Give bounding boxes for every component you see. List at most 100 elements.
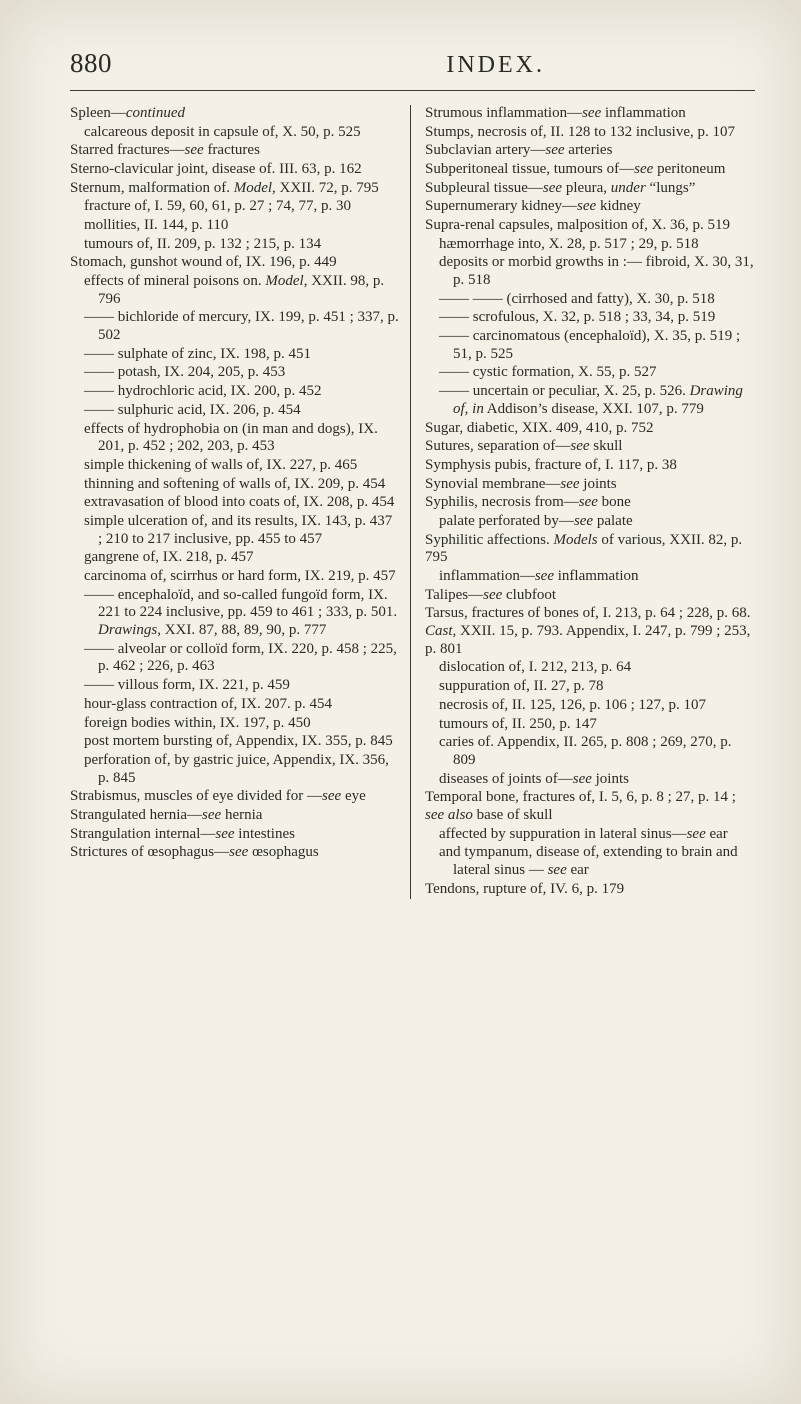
entry-text: clubfoot <box>502 587 556 603</box>
entry-text: effects of hydrophobia on (in man and do… <box>84 421 378 455</box>
index-entry: Supra-renal capsules, malposition of, X.… <box>425 217 755 235</box>
index-entry: —— alveolar or colloïd form, IX. 220, p.… <box>70 641 400 676</box>
entry-text: —— hydrochloric acid, IX. 200, p. 452 <box>84 383 321 399</box>
entry-text: kidney <box>596 198 641 214</box>
index-entry: —— potash, IX. 204, 205, p. 453 <box>70 364 400 382</box>
entry-text: suppuration of, II. 27, p. 78 <box>439 678 604 694</box>
index-entry: post mortem bursting of, Appendix, IX. 3… <box>70 733 400 751</box>
index-entry: necrosis of, II. 125, 126, p. 106 ; 127,… <box>425 697 755 715</box>
entry-text: , XXI. 87, 88, 89, 90, p. 777 <box>157 622 326 638</box>
index-entry: Subpleural tissue—see pleura, under “lun… <box>425 180 755 198</box>
index-columns: Spleen—continuedcalcareous deposit in ca… <box>70 105 755 900</box>
index-entry: Tendons, rupture of, IV. 6, p. 179 <box>425 881 755 899</box>
index-entry: inflammation—see inflammation <box>425 568 755 586</box>
index-entry: —— encephaloïd, and so-called fungoïd fo… <box>70 587 400 640</box>
entry-text: deposits or morbid growths in :— fibroid… <box>439 254 754 288</box>
index-entry: carcinoma of, scirrhus or hard form, IX.… <box>70 568 400 586</box>
index-entry: Sternum, malformation of. Model, XXII. 7… <box>70 180 400 198</box>
index-entry: effects of mineral poisons on. Model, XX… <box>70 273 400 308</box>
italic-text: see <box>570 438 589 454</box>
italic-text: see <box>322 788 341 804</box>
italic-text: see <box>573 771 592 787</box>
index-entry: caries of. Appendix, II. 265, p. 808 ; 2… <box>425 734 755 769</box>
index-entry: gangrene of, IX. 218, p. 457 <box>70 549 400 567</box>
index-entry: Strictures of œsophagus—see œsophagus <box>70 844 400 862</box>
index-entry: —— bichloride of mercury, IX. 199, p. 45… <box>70 309 400 344</box>
running-header: 880 INDEX. <box>70 48 755 80</box>
italic-text: see <box>545 142 564 158</box>
index-entry: and tympanum, disease of, extending to b… <box>425 844 755 879</box>
entry-text: fractures <box>204 142 260 158</box>
index-entry: affected by suppuration in lateral sinus… <box>425 826 755 844</box>
index-entry: Strumous inflammation—see inflammation <box>425 105 755 123</box>
index-entry: calcareous deposit in capsule of, X. 50,… <box>70 124 400 142</box>
index-entry: Symphysis pubis, fracture of, I. 117, p.… <box>425 457 755 475</box>
italic-text: see <box>535 568 554 584</box>
entry-text: Strumous inflammation— <box>425 105 582 121</box>
italic-text: see <box>574 513 593 529</box>
index-entry: Stomach, gunshot wound of, IX. 196, p. 4… <box>70 254 400 272</box>
index-entry: Sutures, separation of—see skull <box>425 438 755 456</box>
entry-text: —— alveolar or colloïd form, IX. 220, p.… <box>84 641 397 675</box>
entry-text: calcareous deposit in capsule of, X. 50,… <box>84 124 361 140</box>
index-entry: Syphilis, necrosis from—see bone <box>425 494 755 512</box>
index-column-left: Spleen—continuedcalcareous deposit in ca… <box>70 105 411 900</box>
entry-text: Supernumerary kidney— <box>425 198 577 214</box>
entry-text: carcinoma of, scirrhus or hard form, IX.… <box>84 568 396 584</box>
index-entry: suppuration of, II. 27, p. 78 <box>425 678 755 696</box>
italic-text: Cast <box>425 623 453 639</box>
entry-text: Strabismus, muscles of eye divided for — <box>70 788 322 804</box>
entry-text: gangrene of, IX. 218, p. 457 <box>84 549 254 565</box>
italic-text: see <box>229 844 248 860</box>
entry-text: Temporal bone, fractures of, I. 5, 6, p.… <box>425 789 736 805</box>
entry-text: foreign bodies within, IX. 197, p. 450 <box>84 715 311 731</box>
italic-text: see <box>548 862 567 878</box>
entry-text: joints <box>592 771 629 787</box>
entry-text: caries of. Appendix, II. 265, p. 808 ; 2… <box>439 734 731 768</box>
index-entry: Sterno-clavicular joint, disease of. III… <box>70 161 400 179</box>
entry-text: —— scrofulous, X. 32, p. 518 ; 33, 34, p… <box>439 309 715 325</box>
entry-text: Syphilitic affections. <box>425 532 553 548</box>
index-entry: Tarsus, fractures of bones of, I. 213, p… <box>425 605 755 658</box>
entry-text: —— —— (cirrhosed and fatty), X. 30, p. 5… <box>439 291 715 307</box>
index-entry: fracture of, I. 59, 60, 61, p. 27 ; 74, … <box>70 198 400 216</box>
entry-text: —— uncertain or peculiar, X. 25, p. 526. <box>439 383 690 399</box>
entry-text: joints <box>580 476 617 492</box>
index-entry: tumours of, II. 250, p. 147 <box>425 716 755 734</box>
entry-text: Strictures of œsophagus— <box>70 844 229 860</box>
italic-text: under <box>611 180 646 196</box>
entry-text: Syphilis, necrosis from— <box>425 494 579 510</box>
index-entry: simple thickening of walls of, IX. 227, … <box>70 457 400 475</box>
index-entry: extravasation of blood into coats of, IX… <box>70 494 400 512</box>
index-entry: Talipes—see clubfoot <box>425 587 755 605</box>
page-title: INDEX. <box>446 51 545 79</box>
italic-text: see <box>577 198 596 214</box>
index-entry: thinning and softening of walls of, IX. … <box>70 476 400 494</box>
entry-text: diseases of joints of— <box>439 771 573 787</box>
entry-text: Addison’s disease, XXI. 107, p. 779 <box>484 401 704 417</box>
entry-text: —— encephaloïd, and so-called fungoïd fo… <box>84 587 397 621</box>
header-rule <box>70 90 755 91</box>
entry-text: mollities, II. 144, p. 110 <box>84 217 228 233</box>
entry-text: —— sulphate of zinc, IX. 198, p. 451 <box>84 346 311 362</box>
entry-text: dislocation of, I. 212, 213, p. 64 <box>439 659 631 675</box>
entry-text: Stumps, necrosis of, II. 128 to 132 incl… <box>425 124 735 140</box>
index-entry: Syphilitic affections. Models of various… <box>425 532 755 567</box>
entry-text: inflammation— <box>439 568 535 584</box>
italic-text: see <box>560 476 579 492</box>
entry-text: fracture of, I. 59, 60, 61, p. 27 ; 74, … <box>84 198 351 214</box>
italic-text: Drawings <box>98 622 157 638</box>
entry-text: eye <box>341 788 366 804</box>
index-entry: hour-glass contraction of, IX. 207. p. 4… <box>70 696 400 714</box>
book-page: 880 INDEX. Spleen—continuedcalcareous de… <box>0 0 801 1404</box>
page-number: 880 <box>70 48 112 80</box>
italic-text: see <box>202 807 221 823</box>
entry-text: Strangulated hernia— <box>70 807 202 823</box>
entry-text: Subpleural tissue— <box>425 180 543 196</box>
entry-text: arteries <box>565 142 613 158</box>
index-entry: deposits or morbid growths in :— fibroid… <box>425 254 755 289</box>
index-entry: effects of hydrophobia on (in man and do… <box>70 421 400 456</box>
italic-text: see <box>215 826 234 842</box>
entry-text: effects of mineral poisons on. <box>84 273 265 289</box>
entry-text: “lungs” <box>646 180 696 196</box>
